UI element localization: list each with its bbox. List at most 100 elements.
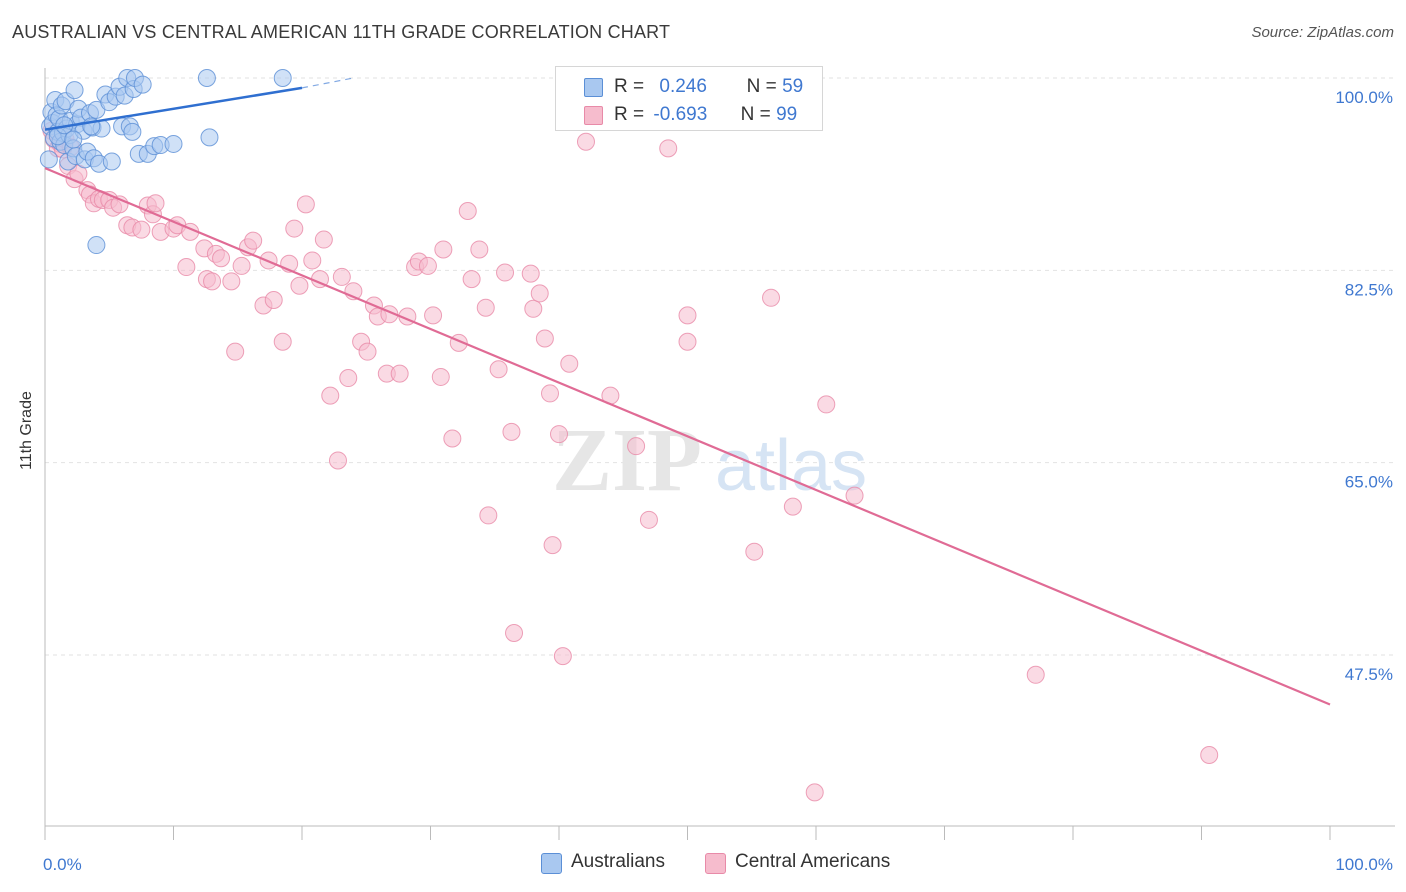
tick-labels: 47.5% 65.0% 82.5% 100.0% 0.0% 100.0%: [43, 88, 1393, 874]
data-point-central-americans: [576, 132, 595, 151]
data-point-central-americans: [845, 486, 864, 505]
data-point-central-americans: [296, 195, 315, 214]
data-point-central-americans: [489, 360, 508, 379]
data-point-central-americans: [1200, 746, 1219, 765]
data-point-central-americans: [424, 306, 443, 325]
data-point-central-americans: [273, 332, 292, 351]
data-point-australians: [39, 150, 58, 169]
data-point-central-americans: [817, 395, 836, 414]
data-point-central-americans: [303, 251, 322, 270]
data-point-central-americans: [321, 386, 340, 405]
legend-row-australians: R = 0.246 N = 59: [556, 72, 822, 100]
watermark-atlas: atlas: [715, 426, 867, 506]
data-point-central-americans: [678, 306, 697, 325]
data-point-central-americans: [232, 256, 251, 275]
data-point-central-americans: [535, 329, 554, 348]
data-point-central-americans: [524, 299, 543, 318]
data-point-central-americans: [476, 298, 495, 317]
data-point-central-americans: [530, 284, 549, 303]
data-point-central-americans: [543, 536, 562, 555]
data-point-central-americans: [332, 267, 351, 286]
data-point-central-americans: [458, 201, 477, 220]
y-tick-label: 100.0%: [1335, 88, 1393, 107]
data-point-central-americans: [805, 783, 824, 802]
data-point-australians: [197, 69, 216, 87]
chart-title: AUSTRALIAN VS CENTRAL AMERICAN 11TH GRAD…: [12, 22, 671, 42]
data-point-central-americans: [418, 256, 437, 275]
data-point-central-americans: [762, 288, 781, 307]
legend-n-value: 59: [782, 76, 804, 97]
data-point-central-americans: [745, 542, 764, 561]
bottom-legend-label: Central Americans: [735, 851, 891, 872]
data-point-australians: [102, 152, 121, 171]
data-point-central-americans: [226, 342, 245, 361]
data-point-australians: [200, 128, 219, 147]
x-tick-label: 100.0%: [1335, 855, 1393, 874]
data-point-australians: [164, 134, 183, 153]
trend-line-central-americans: [44, 167, 1331, 706]
data-point-central-americans: [390, 364, 409, 383]
data-point-australians: [64, 130, 83, 149]
data-point-central-americans: [203, 272, 222, 291]
watermark-zip: ZIP: [552, 411, 702, 510]
data-point-central-americans: [285, 219, 304, 238]
data-point-central-americans: [521, 264, 540, 283]
x-tick-label: 0.0%: [43, 855, 82, 874]
data-point-central-americans: [462, 270, 481, 289]
legend-n-value: 99: [776, 104, 798, 125]
legend-r-value: 0.246: [659, 76, 707, 97]
y-tick-label: 65.0%: [1345, 473, 1393, 492]
data-point-central-americans: [314, 230, 333, 249]
y-tick-label: 82.5%: [1345, 280, 1393, 299]
data-point-central-americans: [678, 332, 697, 351]
stats-legend: R = 0.246 N = 59 R = -0.693 N = 99: [555, 66, 823, 131]
bottom-legend-swatch-blue: [541, 853, 562, 874]
data-point-australians: [133, 75, 152, 94]
data-point-central-americans: [290, 276, 309, 295]
data-point-central-americans: [222, 272, 241, 291]
trend-line-australians-extension: [301, 77, 354, 89]
data-point-central-americans: [479, 506, 498, 525]
trend-lines: [44, 77, 1331, 706]
legend-row-central-americans: R = -0.693 N = 99: [556, 100, 822, 128]
data-point-central-americans: [358, 342, 377, 361]
data-point-australians: [65, 81, 84, 100]
legend-swatch-pink: [584, 106, 603, 125]
data-point-australians: [87, 236, 106, 255]
y-tick-label: 47.5%: [1345, 665, 1393, 684]
data-point-central-americans: [627, 437, 646, 456]
legend-r-label: R =: [614, 104, 645, 125]
data-point-central-americans: [264, 291, 283, 310]
data-point-central-americans: [560, 354, 579, 373]
data-point-central-americans: [212, 249, 231, 268]
data-point-central-americans: [244, 231, 263, 250]
legend-r-label: R =: [614, 76, 645, 97]
data-point-central-americans: [177, 258, 196, 277]
legend-n-label: N =: [746, 76, 777, 97]
source-label: Source: ZipAtlas.com: [1251, 24, 1394, 41]
data-point-central-americans: [639, 510, 658, 529]
data-point-central-americans: [434, 240, 453, 259]
data-point-central-americans: [496, 263, 515, 282]
data-point-australians: [123, 122, 142, 141]
data-point-central-americans: [541, 384, 560, 403]
axes: [44, 68, 1395, 840]
data-point-central-americans: [505, 624, 524, 643]
data-point-central-americans: [443, 429, 462, 448]
data-point-central-americans: [146, 194, 165, 213]
data-point-central-americans: [783, 497, 802, 516]
data-point-central-americans: [659, 139, 678, 158]
data-point-central-americans: [1026, 665, 1045, 684]
data-point-central-americans: [502, 422, 521, 441]
data-point-central-americans: [328, 451, 347, 470]
bottom-legend-label: Australians: [571, 851, 665, 872]
data-point-central-americans: [553, 647, 572, 666]
data-point-central-americans: [132, 220, 151, 239]
data-point-central-americans: [550, 425, 568, 444]
series-australians: [39, 69, 292, 255]
legend-r-value: -0.693: [653, 104, 708, 125]
legend-swatch-blue: [584, 78, 603, 97]
trend-line-australians: [44, 86, 303, 131]
data-point-central-americans: [339, 369, 358, 388]
